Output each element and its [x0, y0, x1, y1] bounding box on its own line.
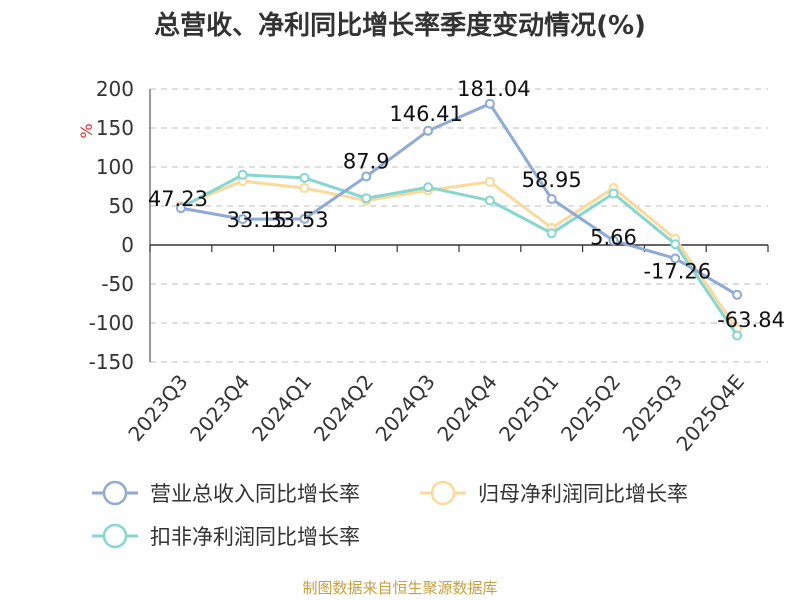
series-line: [180, 173, 739, 337]
data-point: [299, 183, 310, 194]
data-point: [361, 171, 372, 182]
data-point: [237, 214, 248, 225]
y-tick-label: 0: [121, 233, 134, 257]
data-point: [175, 203, 186, 214]
legend-marker: [102, 523, 128, 549]
series-line: [180, 179, 739, 331]
y-tick-label: -100: [89, 311, 134, 335]
data-point: [423, 182, 434, 193]
grid: [150, 88, 768, 363]
data-label: 33.53: [268, 208, 328, 232]
data-label: 33.15: [227, 208, 287, 232]
series-line: [180, 102, 738, 297]
x-tick-label: 2025Q1: [494, 370, 563, 446]
data-point: [484, 195, 495, 206]
data-point: [423, 125, 434, 136]
data-point: [361, 193, 372, 204]
data-label: 47.23: [148, 187, 208, 211]
x-tick-label: 2024Q2: [309, 370, 378, 446]
x-tick-label: 2024Q1: [247, 370, 316, 446]
series-lines: [175, 98, 743, 341]
data-point: [732, 330, 743, 341]
data-label: -17.26: [643, 259, 711, 283]
data-point: [670, 239, 681, 250]
x-tick-label: 2023Q3: [123, 370, 192, 446]
data-label: 58.95: [522, 168, 582, 192]
source-note: 制图数据来自恒生聚源数据库: [302, 579, 497, 597]
data-point: [546, 194, 557, 205]
data-point: [608, 188, 619, 199]
data-point: [237, 169, 248, 180]
x-tick-label: 2023Q4: [185, 370, 254, 446]
y-tick-label: 50: [109, 194, 134, 218]
legend-label: 营业总收入同比增长率: [150, 482, 360, 506]
x-tick-label: 2025Q2: [556, 370, 625, 446]
data-point: [608, 235, 619, 246]
y-tick-label: -50: [101, 272, 134, 296]
y-tick-label: -150: [89, 350, 134, 374]
data-label: 5.66: [590, 226, 637, 250]
legend-marker: [430, 480, 456, 506]
legend-label: 归母净利润同比增长率: [478, 482, 688, 506]
x-tick-label: 2024Q3: [371, 370, 440, 446]
data-point: [546, 228, 557, 239]
data-point: [299, 172, 310, 183]
data-point: [484, 98, 495, 109]
y-tick-label: 150: [96, 116, 134, 140]
y-axis-unit: %: [77, 123, 96, 138]
x-tick-label: 2024Q4: [432, 370, 501, 446]
chart-title: 总营收、净利同比增长率季度变动情况(%): [154, 10, 646, 41]
y-tick-label: 100: [96, 155, 134, 179]
data-point: [484, 176, 495, 187]
data-label: 181.04: [457, 77, 530, 101]
legend-marker: [102, 480, 128, 506]
data-point: [299, 213, 310, 224]
data-label: 146.41: [389, 102, 462, 126]
legend-label: 扣非净利润同比增长率: [150, 525, 360, 549]
data-point: [732, 289, 743, 300]
data-point: [670, 253, 681, 264]
data-label: 87.9: [343, 149, 390, 173]
y-tick-label: 200: [96, 77, 134, 101]
data-label: -63.84: [717, 308, 785, 332]
